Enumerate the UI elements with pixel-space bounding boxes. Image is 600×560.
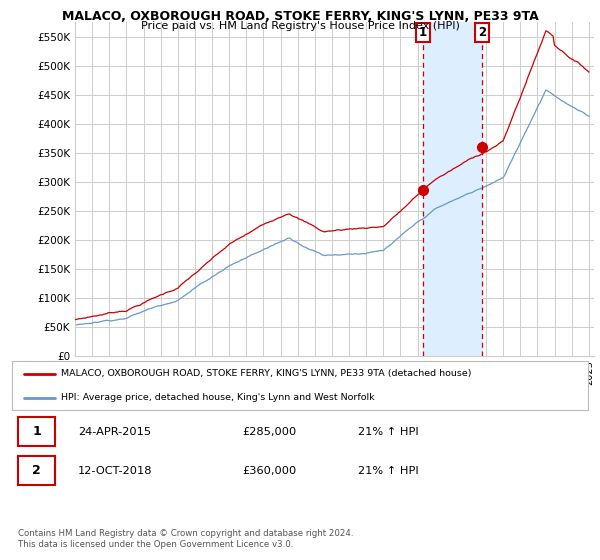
FancyBboxPatch shape [18,456,55,486]
Text: 21% ↑ HPI: 21% ↑ HPI [358,466,418,476]
Text: MALACO, OXBOROUGH ROAD, STOKE FERRY, KING'S LYNN, PE33 9TA (detached house): MALACO, OXBOROUGH ROAD, STOKE FERRY, KIN… [61,370,472,379]
Text: 12-OCT-2018: 12-OCT-2018 [78,466,153,476]
Text: 1: 1 [32,425,41,438]
Text: 1: 1 [419,26,427,39]
Text: £360,000: £360,000 [242,466,296,476]
FancyBboxPatch shape [12,361,588,410]
Text: 24-APR-2015: 24-APR-2015 [78,427,151,437]
Text: Price paid vs. HM Land Registry's House Price Index (HPI): Price paid vs. HM Land Registry's House … [140,21,460,31]
Text: Contains HM Land Registry data © Crown copyright and database right 2024.
This d: Contains HM Land Registry data © Crown c… [18,529,353,549]
Text: £285,000: £285,000 [242,427,296,437]
Bar [423,22,482,356]
Text: 21% ↑ HPI: 21% ↑ HPI [358,427,418,437]
Text: 2: 2 [478,26,487,39]
Text: MALACO, OXBOROUGH ROAD, STOKE FERRY, KING'S LYNN, PE33 9TA: MALACO, OXBOROUGH ROAD, STOKE FERRY, KIN… [62,10,538,23]
Text: HPI: Average price, detached house, King's Lynn and West Norfolk: HPI: Average price, detached house, King… [61,393,374,402]
Text: 2: 2 [32,464,41,478]
FancyBboxPatch shape [18,417,55,446]
